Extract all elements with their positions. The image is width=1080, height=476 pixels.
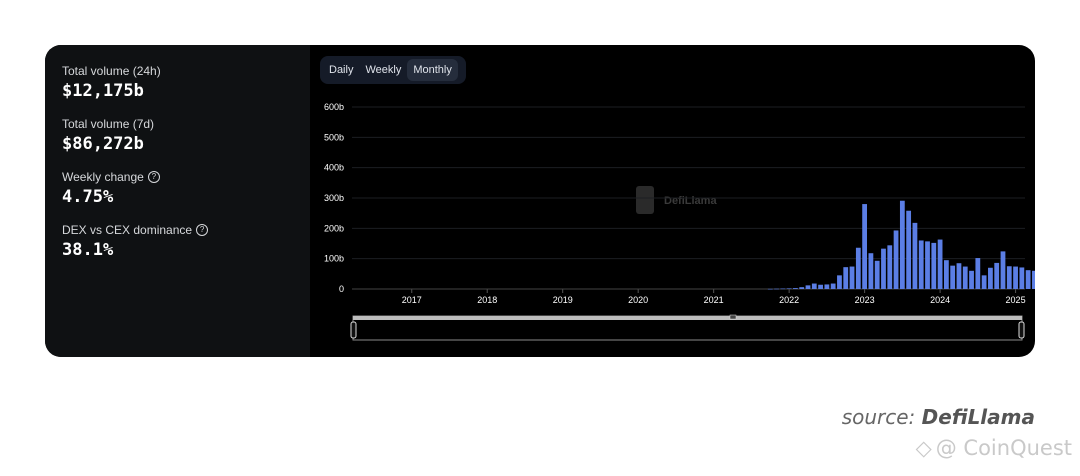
bar[interactable] (918, 240, 924, 289)
bar[interactable] (786, 288, 792, 289)
credit-watermark: ◇ @ CoinQuest (916, 436, 1072, 460)
tab-monthly[interactable]: Monthly (407, 59, 458, 81)
bar[interactable] (1000, 251, 1006, 289)
bar[interactable] (830, 283, 836, 289)
y-tick-label: 100b (324, 254, 344, 264)
x-tick-label: 2018 (477, 295, 497, 305)
bar[interactable] (899, 200, 905, 289)
stat-label: Weekly change (62, 170, 144, 184)
bar[interactable] (981, 275, 987, 289)
volume-card: Total volume (24h) $12,175b Total volume… (45, 45, 1035, 357)
stat-weekly-change: Weekly change ? 4.75% (62, 170, 160, 207)
bar[interactable] (1032, 270, 1035, 289)
y-tick-label: 300b (324, 193, 344, 203)
stat-label: DEX vs CEX dominance (62, 223, 193, 237)
slider-top-bar (353, 316, 1022, 320)
y-tick-label: 600b (324, 102, 344, 112)
slider-right-handle[interactable] (1018, 321, 1025, 339)
bar[interactable] (994, 262, 1000, 289)
x-tick-label: 2019 (553, 295, 573, 305)
bar[interactable] (818, 284, 823, 289)
stat-value: 4.75% (62, 187, 114, 207)
bar[interactable] (1019, 267, 1025, 289)
bar[interactable] (969, 270, 974, 289)
x-tick-label: 2021 (704, 295, 724, 305)
bar[interactable] (799, 287, 805, 289)
stat-label-row: Weekly change ? (62, 170, 160, 184)
stat-value: $12,175b (62, 81, 144, 101)
bar[interactable] (906, 210, 912, 289)
bar[interactable] (767, 288, 773, 290)
stats-panel: Total volume (24h) $12,175b Total volume… (45, 45, 310, 357)
stat-value: $86,272b (62, 134, 144, 154)
x-tick-label: 2017 (402, 295, 422, 305)
x-tick-label: 2025 (1006, 295, 1026, 305)
bar[interactable] (925, 241, 930, 289)
bar[interactable] (824, 284, 830, 289)
bar[interactable] (874, 260, 880, 289)
x-tick-label: 2022 (779, 295, 799, 305)
watermark-text: DefiLlama (664, 195, 717, 207)
stat-label: Total volume (24h) (62, 64, 161, 78)
help-icon[interactable]: ? (147, 171, 160, 183)
bar[interactable] (780, 288, 786, 290)
bar[interactable] (849, 266, 855, 289)
source-prefix: source: (841, 405, 916, 429)
stat-value: 38.1% (62, 240, 114, 260)
bar[interactable] (862, 204, 867, 289)
y-tick-label: 200b (324, 223, 344, 233)
bar[interactable] (1025, 270, 1031, 289)
bar[interactable] (811, 283, 817, 289)
x-tick-label: 2023 (855, 295, 875, 305)
bar[interactable] (837, 275, 842, 289)
bar[interactable] (893, 230, 899, 289)
bar[interactable] (943, 260, 949, 289)
y-tick-label: 400b (324, 163, 344, 173)
stat-label-row: DEX vs CEX dominance ? (62, 223, 209, 237)
slider-move-handle[interactable] (729, 314, 737, 320)
stat-dex-vs-cex: DEX vs CEX dominance ? 38.1% (62, 223, 209, 260)
bar[interactable] (1006, 266, 1012, 289)
bar[interactable] (912, 222, 918, 289)
diamond-logo-icon: ◇ (915, 436, 932, 460)
bar[interactable] (774, 288, 779, 290)
y-tick-label: 0 (339, 284, 344, 294)
tab-weekly[interactable]: Weekly (365, 64, 402, 76)
bar[interactable] (950, 265, 956, 289)
chart-panel: Daily Weekly Monthly DefiLlama 0 100b 200b… (310, 45, 1035, 357)
help-icon[interactable]: ? (196, 224, 209, 236)
source-caption: source: DefiLlama (842, 405, 1035, 429)
range-slider[interactable] (350, 314, 1025, 341)
bar[interactable] (881, 248, 886, 289)
bar[interactable] (1013, 266, 1018, 289)
stat-total-volume-7d: Total volume (7d) $86,272b (62, 117, 154, 154)
bar[interactable] (855, 247, 861, 289)
bar[interactable] (843, 267, 849, 289)
interval-toggle: Daily Weekly Monthly (320, 56, 466, 84)
y-tick-label: 500b (324, 132, 344, 142)
stat-total-volume-24h: Total volume (24h) $12,175b (62, 64, 161, 101)
bar[interactable] (887, 245, 893, 289)
tab-daily[interactable]: Daily (329, 64, 354, 76)
bar[interactable] (931, 242, 937, 289)
watermark: DefiLlama (636, 186, 717, 214)
bar[interactable] (805, 285, 811, 289)
bar[interactable] (956, 263, 962, 289)
bar[interactable] (975, 258, 981, 289)
x-tick-label: 2020 (628, 295, 648, 305)
bar[interactable] (962, 266, 968, 289)
credit-text: @ CoinQuest (935, 436, 1072, 460)
x-tick-label: 2024 (930, 295, 950, 305)
bar[interactable] (937, 239, 943, 289)
bar[interactable] (793, 288, 798, 289)
llama-logo-icon (636, 186, 654, 214)
stat-label: Total volume (7d) (62, 117, 155, 131)
volume-bar-chart: DefiLlama 0 100b 200b 300b 400b 500b 600b 2017… (324, 102, 1035, 341)
bar[interactable] (868, 253, 874, 289)
bar[interactable] (988, 267, 993, 289)
slider-left-handle[interactable] (350, 321, 357, 339)
source-name: DefiLlama (921, 405, 1035, 429)
